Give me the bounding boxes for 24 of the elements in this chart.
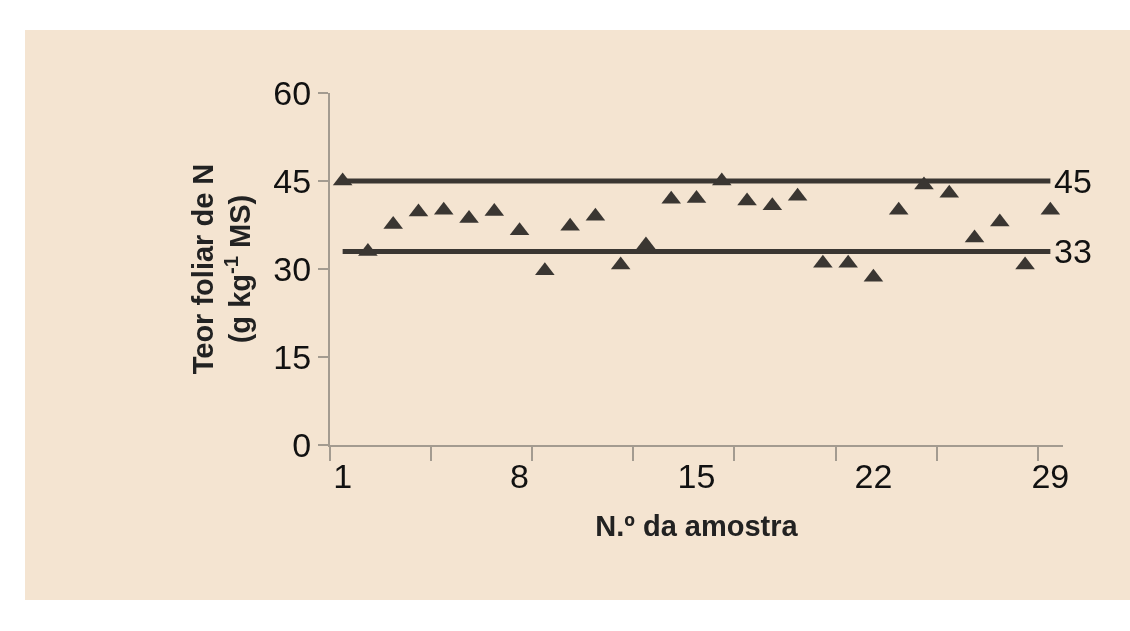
x-axis-title: N.º da amostra (595, 510, 799, 543)
y-tick-label: 0 (292, 425, 312, 464)
point (813, 254, 833, 268)
point (535, 262, 555, 276)
point (990, 213, 1010, 227)
y-tick-label: 60 (273, 73, 312, 112)
x-tick-label: 29 (1031, 456, 1070, 495)
point (358, 242, 378, 256)
x-tick-label: 22 (854, 456, 893, 495)
point (838, 254, 858, 268)
x-tick-label: 8 (510, 456, 530, 495)
point (383, 215, 403, 229)
y-tick-label: 15 (273, 337, 312, 376)
point (914, 176, 934, 190)
y-tick-label: 45 (273, 161, 312, 200)
point (636, 236, 656, 250)
ref-line-label: 33 (1054, 232, 1092, 270)
point (1015, 256, 1035, 270)
y-tick-label: 30 (273, 249, 312, 288)
point (737, 192, 757, 206)
point (560, 217, 580, 231)
ref-line-label: 45 (1054, 162, 1092, 200)
x-tick-label: 1 (333, 456, 353, 495)
x-tick-label: 15 (677, 456, 716, 495)
